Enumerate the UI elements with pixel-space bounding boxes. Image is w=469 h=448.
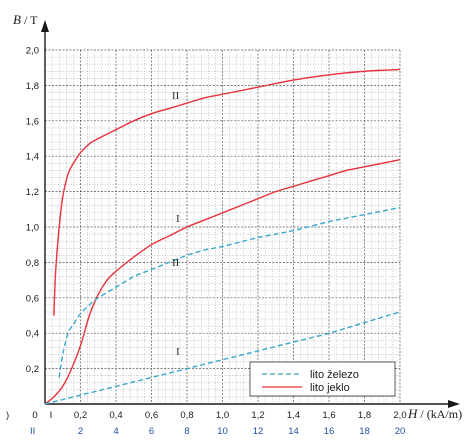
x-tick-label-i: 0,4 [109,410,122,421]
x-tick-label-i: 0,6 [145,410,158,421]
grid [44,49,401,405]
y-axis-title: B / T [13,12,38,27]
curve-label-iron-i: I [176,346,180,358]
y-tick-label: 0,4 [26,329,39,340]
series-line-steel-i [44,159,401,405]
x-tick-label-ii: 10 [217,426,228,437]
scale-ii-marker: II [30,426,35,437]
series-line-steel-ii [53,68,401,316]
y-axis-arrow [41,20,49,32]
x-tick-label-ii: 8 [184,426,189,437]
x-tick-labels-scale-i: 0 0,2 0,4 0,6 0,8 1,0 1,2 1,4 1,6 1,8 2,0 I [32,410,406,421]
y-tick-label: 0,6 [26,293,39,304]
y-tick-label: 2,0 [26,46,39,57]
curve-label-iron-ii: II [172,257,180,269]
x-tick-label-ii: 14 [288,426,299,437]
x-tick-label-i: 2,0 [393,410,406,421]
x-tick-label-ii: 20 [395,426,406,437]
x-tick-label-i: 1,0 [216,410,229,421]
y-tick-label: 1,8 [26,81,39,92]
curves [44,68,401,405]
y-tick-label: 1,0 [26,223,39,234]
curve-label-steel-ii: II [172,90,180,102]
x-axis-arrow [448,400,460,408]
legend: lito železo lito jeklo [249,361,396,397]
x-tick-label-i: 1,2 [251,410,264,421]
x-tick-label-i: 0 [32,410,37,421]
x-tick-labels-scale-ii: 2 4 6 8 10 12 14 16 18 20 [78,426,405,437]
legend-box [249,361,396,397]
y-tick-label: 1,2 [26,187,39,198]
x-tick-label-ii: 4 [113,426,118,437]
x-tick-label-ii: 6 [149,426,154,437]
y-tick-labels: 0,2 0,4 0,6 0,8 1,0 1,2 1,4 1,6 1,8 2,0 [26,46,39,376]
x-tick-label-ii: 2 [78,426,83,437]
y-tick-label: 1,4 [26,152,39,163]
y-tick-label: 0,2 [26,364,39,375]
scale-i-marker: I [50,410,53,421]
legend-label-steel: lito jeklo [310,382,350,394]
x-tick-label-i: 1,8 [358,410,371,421]
y-tick-label: 0,8 [26,258,39,269]
x-left-stub: ) [6,410,9,421]
x-tick-label-ii: 12 [253,426,264,437]
x-tick-label-i: 0,2 [74,410,87,421]
x-tick-label-ii: 18 [359,426,370,437]
x-tick-label-ii: 16 [324,426,335,437]
y-tick-label: 1,6 [26,116,39,127]
x-tick-label-i: 0,8 [180,410,193,421]
legend-label-iron: lito železo [310,369,359,381]
series-line-iron-ii [58,206,401,378]
x-tick-label-i: 1,4 [287,410,300,421]
curve-label-steel-i: I [176,213,180,225]
axes [41,20,460,408]
x-axis-title: H / (kA/m) [407,406,462,421]
x-tick-label-i: 1,6 [322,410,335,421]
